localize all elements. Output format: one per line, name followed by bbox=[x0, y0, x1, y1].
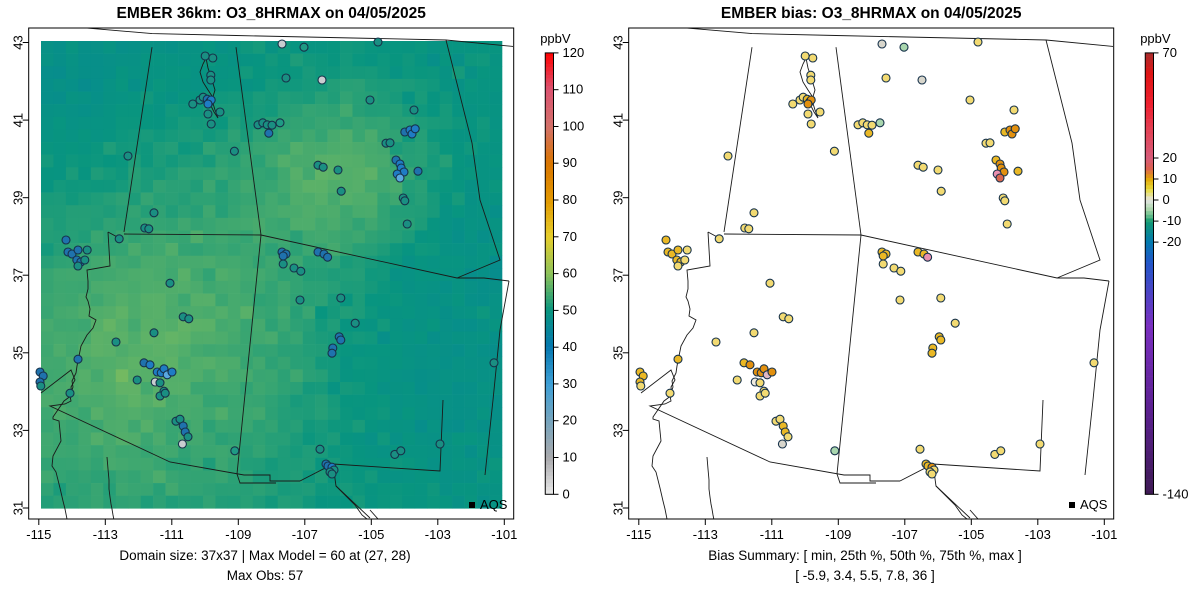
svg-text:-105: -105 bbox=[958, 527, 984, 542]
svg-text:37: 37 bbox=[611, 268, 626, 282]
svg-text:0: 0 bbox=[563, 486, 570, 501]
svg-text:-107: -107 bbox=[892, 527, 918, 542]
svg-text:10: 10 bbox=[563, 450, 577, 465]
svg-text:AQS: AQS bbox=[480, 497, 508, 512]
svg-text:110: 110 bbox=[563, 82, 584, 97]
svg-text:-115: -115 bbox=[26, 527, 51, 542]
svg-text:-140: -140 bbox=[1163, 486, 1189, 501]
svg-text:-107: -107 bbox=[292, 527, 318, 542]
svg-text:-113: -113 bbox=[93, 527, 118, 542]
svg-text:AQS: AQS bbox=[1080, 497, 1108, 512]
svg-text:100: 100 bbox=[563, 119, 585, 134]
svg-text:39: 39 bbox=[611, 190, 626, 204]
svg-text:90: 90 bbox=[563, 155, 577, 170]
svg-text:31: 31 bbox=[11, 501, 26, 515]
svg-text:-115: -115 bbox=[626, 527, 651, 542]
svg-text:0: 0 bbox=[1163, 192, 1170, 207]
svg-text:33: 33 bbox=[611, 423, 626, 437]
svg-text:-109: -109 bbox=[825, 527, 851, 542]
svg-text:EMBER bias: O3_8HRMAX on 04/05: EMBER bias: O3_8HRMAX on 04/05/2025 bbox=[721, 5, 1022, 22]
svg-text:-103: -103 bbox=[1025, 527, 1051, 542]
svg-text:70: 70 bbox=[1163, 45, 1177, 60]
svg-text:43: 43 bbox=[11, 35, 26, 49]
svg-text:31: 31 bbox=[611, 501, 626, 515]
svg-text:37: 37 bbox=[11, 268, 26, 282]
svg-text:Domain size: 37x37 | Max Model: Domain size: 37x37 | Max Model = 60 at (… bbox=[119, 548, 410, 563]
svg-text:40: 40 bbox=[563, 339, 577, 354]
svg-text:60: 60 bbox=[563, 266, 577, 281]
svg-text:-10: -10 bbox=[1163, 213, 1182, 228]
svg-text:-113: -113 bbox=[693, 527, 718, 542]
svg-text:35: 35 bbox=[11, 346, 26, 360]
svg-text:-101: -101 bbox=[491, 527, 517, 542]
svg-text:80: 80 bbox=[563, 192, 577, 207]
svg-text:35: 35 bbox=[611, 346, 626, 360]
svg-text:-103: -103 bbox=[425, 527, 451, 542]
svg-text:-111: -111 bbox=[760, 527, 784, 542]
svg-text:50: 50 bbox=[563, 302, 577, 317]
svg-text:20: 20 bbox=[1163, 150, 1177, 165]
svg-text:-111: -111 bbox=[160, 527, 184, 542]
svg-text:[ -5.9, 3.4, 5.5, 7.8, 36: [ -5.9, 3.4, 5.5, 7.8, 36 ] bbox=[795, 568, 935, 583]
svg-text:43: 43 bbox=[611, 35, 626, 49]
svg-text:39: 39 bbox=[11, 190, 26, 204]
svg-text:EMBER 36km: O3_8HRMAX on 04/05: EMBER 36km: O3_8HRMAX on 04/05/2025 bbox=[117, 5, 427, 22]
svg-text:ppbV: ppbV bbox=[1140, 31, 1171, 46]
svg-text:-105: -105 bbox=[358, 527, 384, 542]
svg-text:41: 41 bbox=[11, 113, 26, 127]
svg-text:ppbV: ppbV bbox=[540, 31, 571, 46]
svg-text:30: 30 bbox=[563, 376, 577, 391]
svg-text:70: 70 bbox=[563, 229, 577, 244]
svg-text:-101: -101 bbox=[1091, 527, 1117, 542]
svg-text:10: 10 bbox=[1163, 171, 1177, 186]
svg-text:41: 41 bbox=[611, 113, 626, 127]
svg-text:120: 120 bbox=[563, 45, 585, 60]
svg-text:-20: -20 bbox=[1163, 234, 1182, 249]
svg-text:-109: -109 bbox=[225, 527, 251, 542]
svg-text:20: 20 bbox=[563, 413, 577, 428]
svg-text:Max Obs: 57: Max Obs: 57 bbox=[227, 568, 304, 583]
svg-text:33: 33 bbox=[11, 423, 26, 437]
svg-text:Bias Summary: [ min, 25th %, 5: Bias Summary: [ min, 25th %, 50th %, 75t… bbox=[708, 548, 1022, 563]
